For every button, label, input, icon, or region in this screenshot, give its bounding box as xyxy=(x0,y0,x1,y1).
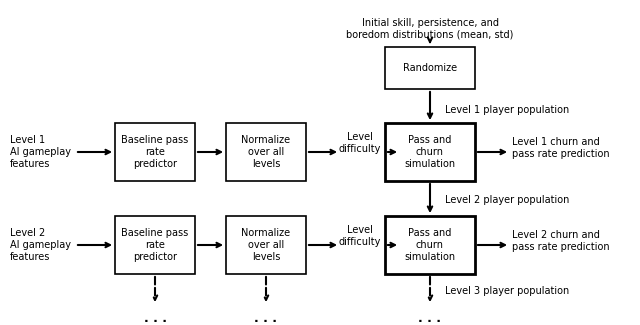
Text: Baseline pass
rate
predictor: Baseline pass rate predictor xyxy=(122,228,189,262)
Text: Pass and
churn
simulation: Pass and churn simulation xyxy=(404,136,456,169)
Bar xyxy=(115,123,195,181)
Bar xyxy=(226,216,306,274)
Text: Pass and
churn
simulation: Pass and churn simulation xyxy=(404,228,456,262)
Bar xyxy=(115,216,195,274)
Bar xyxy=(385,47,475,89)
Text: Level
difficulty: Level difficulty xyxy=(339,225,381,247)
Text: Level 2 churn and
pass rate prediction: Level 2 churn and pass rate prediction xyxy=(512,230,610,252)
Text: Normalize
over all
levels: Normalize over all levels xyxy=(241,228,291,262)
Text: Level 2 player population: Level 2 player population xyxy=(445,195,570,205)
Text: Level 3 player population: Level 3 player population xyxy=(445,286,569,296)
Text: . . .: . . . xyxy=(419,311,442,324)
Bar xyxy=(385,216,475,274)
Text: Randomize: Randomize xyxy=(403,63,457,73)
Text: Level
difficulty: Level difficulty xyxy=(339,132,381,154)
Text: Level 1 player population: Level 1 player population xyxy=(445,105,569,115)
Bar xyxy=(385,123,475,181)
Text: Baseline pass
rate
predictor: Baseline pass rate predictor xyxy=(122,136,189,169)
Text: Normalize
over all
levels: Normalize over all levels xyxy=(241,136,291,169)
Text: Level 1 churn and
pass rate prediction: Level 1 churn and pass rate prediction xyxy=(512,137,610,159)
Bar xyxy=(226,123,306,181)
Text: Level 2
AI gameplay
features: Level 2 AI gameplay features xyxy=(10,228,71,262)
Text: Initial skill, persistence, and
boredom distributions (mean, std): Initial skill, persistence, and boredom … xyxy=(346,18,514,40)
Text: . . .: . . . xyxy=(255,311,278,324)
Text: . . .: . . . xyxy=(143,311,166,324)
Text: Level 1
AI gameplay
features: Level 1 AI gameplay features xyxy=(10,136,71,169)
